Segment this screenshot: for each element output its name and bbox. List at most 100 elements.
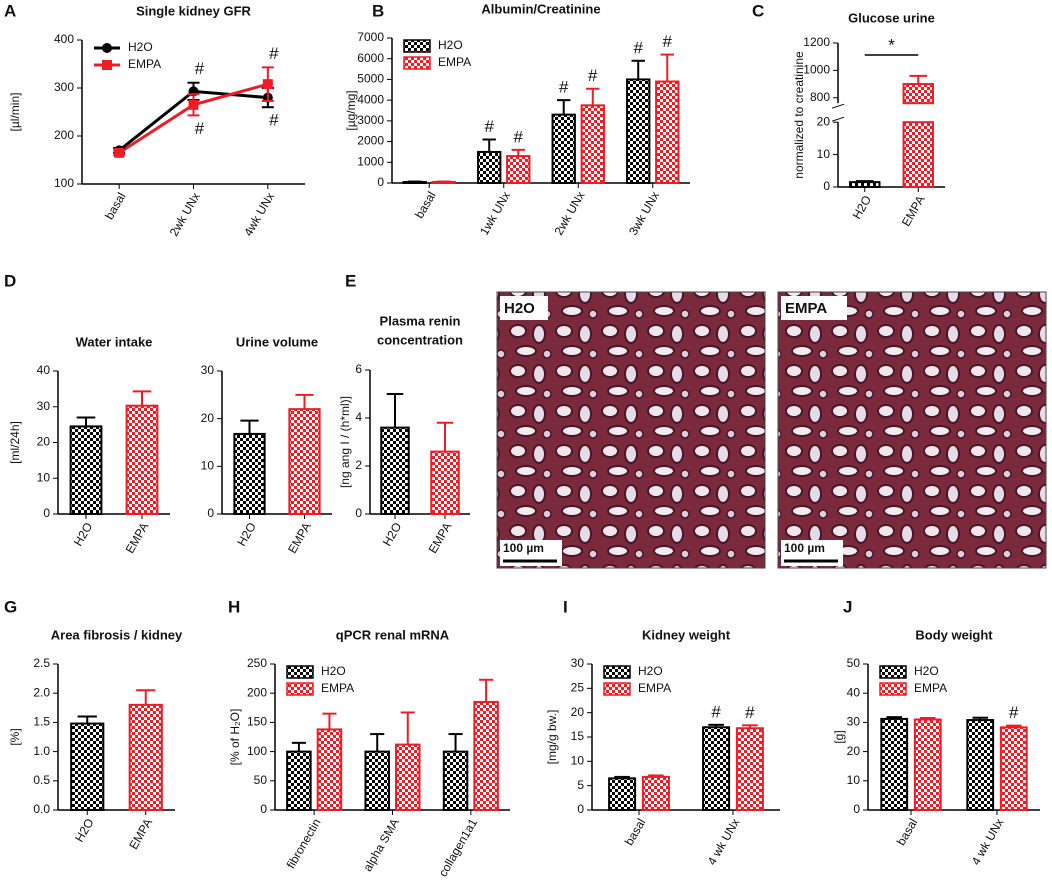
x-tick-label: fibronectin: [284, 816, 324, 871]
annotation: #: [633, 38, 643, 57]
micrograph: [496, 291, 766, 569]
y-axis-label: [g]: [832, 730, 846, 743]
y-tick-label: 0: [823, 179, 830, 193]
y-tick-label: 10: [37, 470, 51, 484]
y-tick-label: 250: [247, 656, 267, 670]
chart-title: Albumin/Creatinine: [481, 1, 600, 16]
bar: [316, 728, 343, 812]
chart-title: Kidney weight: [642, 627, 731, 642]
legend-swatch: [603, 665, 631, 679]
y-axis-label: [%]: [8, 728, 22, 745]
panel: G Area fibrosis / kidney [%] 0.0 0.5 1.0 1.5 2.…: [4, 597, 183, 851]
bar: [913, 718, 942, 811]
legend-label: EMPA: [321, 681, 354, 695]
bar: [364, 750, 390, 811]
histology: F H2O 100 µm EMPA 100 µm: [496, 291, 1047, 569]
label-box: [781, 296, 847, 320]
y-tick-label: 2.5: [33, 656, 50, 670]
legend-label: EMPA: [128, 57, 161, 71]
panel: C Glucose urine normalized to creatinine 0 1…: [752, 1, 945, 229]
x-tick-label: EMPA: [126, 816, 155, 852]
panel-letter: E: [345, 271, 356, 290]
y-tick-label: 2: [355, 458, 362, 472]
bar: [999, 726, 1028, 812]
y-tick-label: 1000: [803, 63, 830, 77]
chart-title: Urine volume: [236, 334, 318, 349]
chart-title: Plasma renin: [380, 313, 461, 328]
legend-label: EMPA: [438, 55, 471, 69]
annotation: #: [269, 44, 279, 63]
image-label: EMPA: [785, 300, 827, 317]
y-tick-label: 20: [37, 435, 51, 449]
bar: [380, 426, 410, 516]
bar: [70, 722, 105, 811]
panel-letter: J: [843, 597, 852, 616]
y-tick-label: 1000: [357, 154, 384, 168]
x-tick-label: EMPA: [899, 193, 928, 229]
bar: [473, 700, 499, 812]
annotation: #: [559, 78, 569, 97]
y-tick-label: 10: [847, 773, 861, 787]
bar: [551, 113, 576, 184]
y-tick-label: 1200: [803, 35, 830, 49]
legend-swatch: [286, 682, 314, 696]
bar: [125, 404, 159, 515]
legend-label: H2O: [438, 38, 463, 52]
x-tick-label: EMPA: [426, 520, 455, 556]
y-tick-label: 0.5: [33, 773, 50, 787]
legend-swatch: [403, 56, 431, 70]
panel-letter: H: [228, 597, 240, 616]
y-tick-label: 1.5: [33, 715, 50, 729]
y-tick-label: 0: [207, 506, 214, 520]
panel-letter: B: [372, 1, 384, 20]
bar: [608, 777, 637, 811]
annotation: #: [711, 702, 721, 721]
panel: J Body weight [g] 0 10 20 30 40 50 basal 4 wk UNx H…: [832, 597, 1040, 868]
image-label: H2O: [504, 300, 535, 317]
y-tick-label: 0: [377, 175, 384, 189]
y-tick-label: 40: [847, 685, 861, 699]
y-tick-label: 0: [260, 802, 267, 816]
bar: [442, 750, 469, 811]
x-tick-label: H2O: [72, 816, 96, 844]
y-tick-label: 30: [37, 399, 51, 413]
y-axis-label: normalized to creatinine: [792, 51, 806, 179]
marker: [102, 60, 112, 70]
y-tick-label: 3000: [357, 113, 384, 127]
bar: [286, 750, 312, 811]
y-tick-label: 0: [853, 802, 860, 816]
y-tick-label: 0.0: [33, 802, 50, 816]
y-tick-label: 30: [201, 363, 215, 377]
bar: [506, 155, 531, 184]
y-tick-label: 800: [810, 90, 830, 104]
y-tick-label: 100: [247, 744, 267, 758]
y-tick-label: 50: [254, 773, 268, 787]
x-tick-label: alpha SMA: [360, 816, 401, 874]
y-tick-label: 30: [847, 715, 861, 729]
panel: D Water intake [ml/24h] 0 10 20 30 40 H2O EMPA: [4, 271, 170, 556]
x-tick-label: 1wk UNx: [477, 189, 513, 238]
bar: [641, 775, 670, 812]
annotation: #: [514, 127, 524, 146]
annotation: #: [269, 111, 279, 130]
legend-swatch: [403, 39, 431, 53]
marker: [114, 147, 125, 158]
panel: A Single kidney GFR [µl/min] 100 200 300 400 ba…: [4, 1, 305, 239]
marker: [188, 99, 199, 110]
y-tick-label: 10: [201, 459, 215, 473]
bar: [69, 425, 103, 516]
panel: B Albumin/Creatinine [µg/mg] 0 1000 2000 3000 4…: [344, 1, 690, 238]
bar: [233, 432, 266, 516]
x-tick-label: H2O: [234, 520, 258, 548]
x-tick-label: 4wk UNx: [241, 190, 277, 239]
y-axis-label: [mg/g bw.]: [545, 710, 559, 765]
panel-letter: D: [4, 271, 16, 290]
y-tick-label: 10: [571, 754, 585, 768]
bar: [430, 450, 460, 516]
bar: [849, 181, 881, 188]
chart-title: Body weight: [915, 627, 993, 642]
x-tick-label: EMPA: [285, 520, 314, 556]
y-tick-label: 400: [54, 32, 74, 46]
y-tick-label: 6000: [357, 51, 384, 65]
x-tick-label: basal: [894, 816, 920, 848]
